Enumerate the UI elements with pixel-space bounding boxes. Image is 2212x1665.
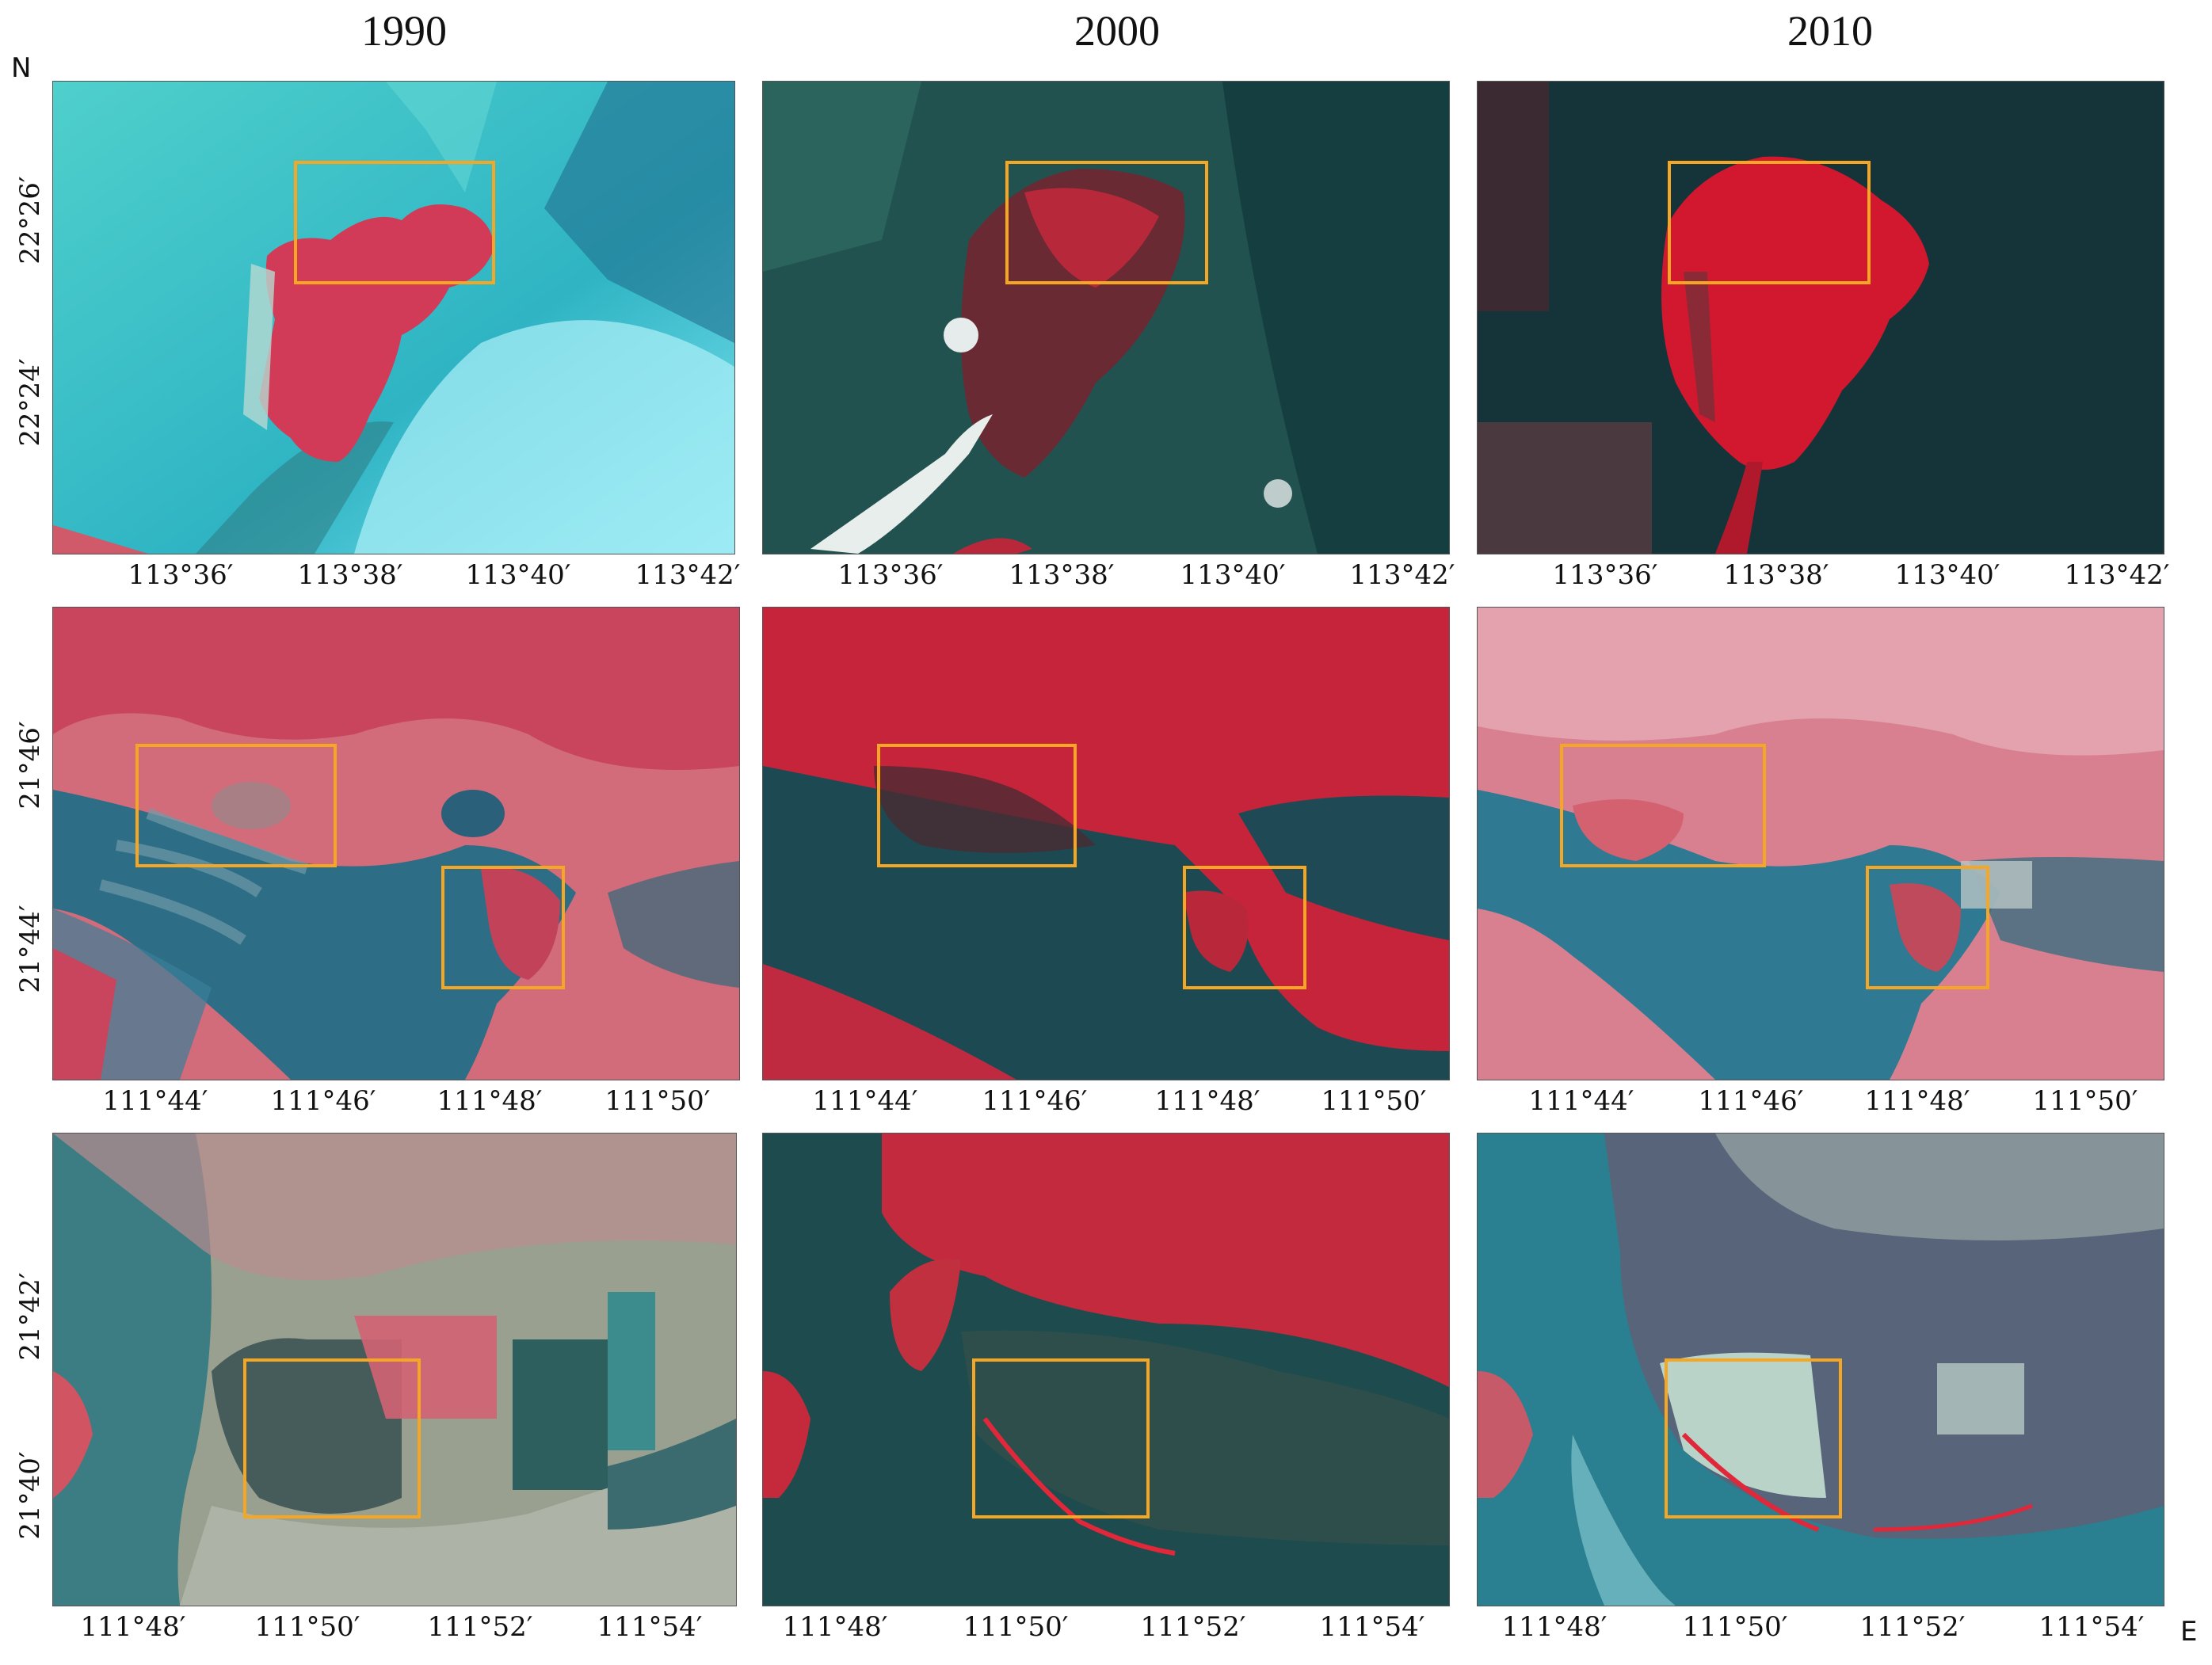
x-tick: 111°52′ xyxy=(1140,1611,1246,1643)
map-1990-row2 xyxy=(52,607,740,1080)
x-tick: 113°36′ xyxy=(128,559,234,591)
x-tick: 111°52′ xyxy=(427,1611,533,1643)
map-2000-row1 xyxy=(762,81,1450,554)
y-tick: 21°42′ xyxy=(14,1272,46,1361)
map-2000-row3 xyxy=(762,1133,1450,1606)
satellite-image xyxy=(1478,1133,2164,1606)
satellite-image xyxy=(1478,608,2164,1080)
x-tick: 113°38′ xyxy=(1723,559,1829,591)
satellite-image xyxy=(763,1133,1449,1606)
y-tick: 21°40′ xyxy=(14,1451,46,1540)
x-tick: 113°38′ xyxy=(1009,559,1115,591)
x-tick: 113°36′ xyxy=(1552,559,1658,591)
highlight-box xyxy=(135,744,337,867)
x-tick: 111°50′ xyxy=(604,1085,711,1117)
x-tick: 111°52′ xyxy=(1859,1611,1966,1643)
x-tick: 113°38′ xyxy=(297,559,403,591)
x-tick: 113°36′ xyxy=(837,559,944,591)
x-tick: 111°44′ xyxy=(1528,1085,1634,1117)
x-tick: 111°44′ xyxy=(812,1085,918,1117)
x-tick: 111°48′ xyxy=(782,1611,888,1643)
x-tick: 113°42′ xyxy=(2064,559,2170,591)
satellite-image xyxy=(53,608,739,1080)
highlight-box xyxy=(877,744,1077,867)
highlight-box xyxy=(1560,744,1766,867)
x-tick: 111°48′ xyxy=(1154,1085,1260,1117)
satellite-image xyxy=(763,82,1449,554)
x-tick: 111°50′ xyxy=(254,1611,360,1643)
x-tick: 111°50′ xyxy=(1321,1085,1427,1117)
north-label: N xyxy=(11,52,32,84)
x-tick: 111°54′ xyxy=(1319,1611,1425,1643)
satellite-image xyxy=(763,608,1449,1080)
highlight-box xyxy=(1183,866,1306,989)
satellite-image xyxy=(1478,82,2164,554)
highlight-box xyxy=(1005,161,1208,284)
x-tick: 111°44′ xyxy=(102,1085,208,1117)
map-1990-row1 xyxy=(52,81,735,554)
x-tick: 111°50′ xyxy=(2032,1085,2138,1117)
x-tick: 111°46′ xyxy=(270,1085,376,1117)
x-tick: 111°46′ xyxy=(982,1085,1088,1117)
highlight-box xyxy=(1668,161,1871,284)
year-label-2010: 2010 xyxy=(1787,7,1873,55)
highlight-box xyxy=(294,161,495,284)
y-tick: 22°26′ xyxy=(14,176,46,265)
highlight-box xyxy=(1665,1358,1842,1518)
y-tick: 22°24′ xyxy=(14,358,46,447)
year-label-2000: 2000 xyxy=(1074,7,1160,55)
map-1990-row3 xyxy=(52,1133,737,1606)
y-tick: 21°46′ xyxy=(14,721,46,810)
satellite-image xyxy=(53,1133,736,1606)
x-tick: 111°48′ xyxy=(1864,1085,1970,1117)
x-tick: 113°42′ xyxy=(635,559,741,591)
x-tick: 113°40′ xyxy=(1180,559,1286,591)
highlight-box xyxy=(243,1358,421,1518)
x-tick: 111°50′ xyxy=(1682,1611,1788,1643)
highlight-box xyxy=(972,1358,1150,1518)
x-tick: 113°40′ xyxy=(465,559,571,591)
x-tick: 111°48′ xyxy=(1501,1611,1608,1643)
x-tick: 111°46′ xyxy=(1698,1085,1804,1117)
y-tick: 21°44′ xyxy=(14,905,46,993)
map-2010-row1 xyxy=(1477,81,2164,554)
map-2000-row2 xyxy=(762,607,1450,1080)
x-tick: 111°48′ xyxy=(80,1611,186,1643)
satellite-image xyxy=(53,82,734,554)
year-label-1990: 1990 xyxy=(361,7,447,55)
x-tick: 111°54′ xyxy=(597,1611,703,1643)
x-tick: 113°40′ xyxy=(1894,559,2000,591)
highlight-box xyxy=(441,866,565,989)
map-2010-row2 xyxy=(1477,607,2164,1080)
x-tick: 111°54′ xyxy=(2038,1611,2145,1643)
east-label: E xyxy=(2180,1616,2198,1648)
x-tick: 111°50′ xyxy=(963,1611,1069,1643)
highlight-box xyxy=(1866,866,1989,989)
x-tick: 113°42′ xyxy=(1349,559,1455,591)
map-2010-row3 xyxy=(1477,1133,2164,1606)
x-tick: 111°48′ xyxy=(437,1085,543,1117)
